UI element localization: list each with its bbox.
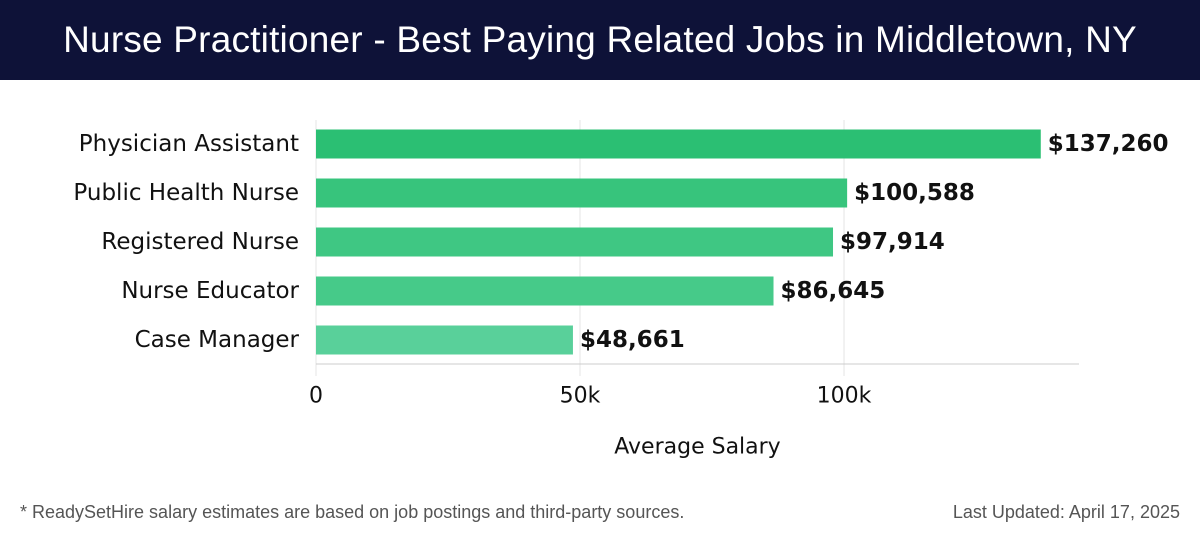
bar-3 xyxy=(316,276,774,306)
value-label-0: $137,260 xyxy=(1048,131,1169,157)
category-label-3: Nurse Educator xyxy=(121,278,299,304)
category-label-4: Case Manager xyxy=(135,327,300,353)
footnote: * ReadySetHire salary estimates are base… xyxy=(20,502,685,522)
x-tick-label-2: 100k xyxy=(817,384,872,409)
header-banner: Nurse Practitioner - Best Paying Related… xyxy=(0,0,1200,80)
category-label-2: Registered Nurse xyxy=(101,229,299,255)
last-updated: Last Updated: April 17, 2025 xyxy=(952,502,1180,522)
bar-4 xyxy=(316,325,573,355)
page-title: Nurse Practitioner - Best Paying Related… xyxy=(63,19,1137,60)
x-tick-label-1: 50k xyxy=(560,384,601,409)
bar-0 xyxy=(316,129,1041,159)
x-tick-label-0: 0 xyxy=(309,384,323,409)
value-label-1: $100,588 xyxy=(854,180,975,206)
value-label-4: $48,661 xyxy=(580,327,685,353)
category-label-1: Public Health Nurse xyxy=(73,180,299,206)
bar-2 xyxy=(316,227,834,257)
salary-bar-chart: Physician Assistant $137,260 Public Health… xyxy=(73,120,1169,460)
x-axis-title: Average Salary xyxy=(614,435,780,460)
value-label-3: $86,645 xyxy=(781,278,886,304)
bar-1 xyxy=(316,178,848,208)
category-label-0: Physician Assistant xyxy=(79,131,299,157)
value-label-2: $97,914 xyxy=(840,229,945,255)
